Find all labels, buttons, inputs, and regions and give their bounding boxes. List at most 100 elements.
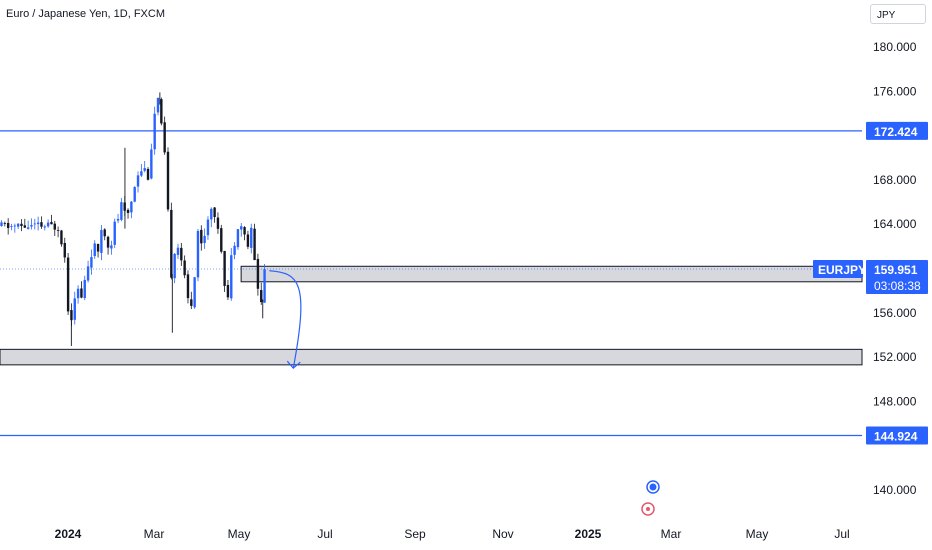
- candle-body: [3, 223, 7, 224]
- symbol-badge: [813, 260, 863, 279]
- candle-body: [90, 257, 93, 268]
- price-tick-label: 156.000: [873, 306, 917, 320]
- candle-body: [226, 284, 230, 298]
- candle-body: [0, 222, 3, 226]
- candle-body: [153, 113, 156, 150]
- candle-body: [240, 226, 243, 230]
- candle-body: [106, 236, 110, 248]
- candle-body: [193, 277, 196, 308]
- price-tick-label: 148.000: [873, 394, 917, 408]
- price-axis[interactable]: 180.000 176.000 168.000 164.000 156.000 152.0…: [873, 40, 917, 497]
- candle-body: [223, 250, 226, 286]
- time-tick-label: Sep: [404, 527, 426, 541]
- price-tick-label: 180.000: [873, 40, 917, 54]
- candle-body: [30, 225, 33, 227]
- event-marker-inner-icon: [649, 483, 657, 491]
- time-tick-label: 2024: [55, 527, 82, 541]
- candle-body: [23, 225, 27, 228]
- candle-body: [260, 290, 263, 303]
- time-axis[interactable]: 2024 Mar May Jul Sep Nov 2025 Mar May Jul: [55, 527, 850, 541]
- candle-body: [6, 222, 10, 229]
- candle-body: [26, 227, 30, 229]
- candle-body: [96, 244, 100, 252]
- candle-body: [56, 230, 60, 231]
- candle-body: [246, 234, 250, 247]
- currency-selector[interactable]: JPY: [870, 4, 926, 24]
- time-tick-label: Mar: [144, 527, 165, 541]
- event-marker-inner-icon: [646, 507, 650, 511]
- candle-body: [63, 242, 66, 258]
- chart-title: Euro / Japanese Yen, 1D, FXCM: [6, 8, 165, 20]
- symbol-label: EURJPY: [818, 263, 866, 277]
- candle-body: [126, 209, 130, 213]
- candle-body: [103, 229, 106, 237]
- level-price-label: 172.424: [874, 125, 918, 139]
- price-tick-label: 140.000: [873, 483, 917, 497]
- candle-body: [213, 207, 216, 218]
- candle-body: [133, 187, 136, 202]
- candle-body: [236, 229, 240, 248]
- time-tick-label: May: [228, 527, 251, 541]
- level-price-label: 144.924: [874, 429, 918, 443]
- candle-body: [143, 168, 146, 171]
- candle-body: [86, 266, 90, 281]
- candle-body: [100, 230, 103, 253]
- candle-body: [116, 218, 120, 221]
- candle-body: [243, 227, 246, 235]
- time-tick-label: 2025: [575, 527, 602, 541]
- level-price-badge-2: [866, 426, 928, 445]
- candle-body: [43, 226, 46, 228]
- candle-body: [176, 247, 180, 255]
- candle-body: [16, 223, 20, 227]
- candle-body: [10, 226, 13, 228]
- candle-body: [136, 175, 140, 187]
- candle-body: [46, 222, 50, 227]
- candle-body: [76, 288, 80, 299]
- candle-body: [93, 243, 96, 257]
- candle-body: [140, 171, 143, 176]
- chart-event-markers[interactable]: [641, 480, 660, 516]
- time-tick-label: Jul: [834, 527, 849, 541]
- price-tick-label: 176.000: [873, 84, 917, 98]
- levels-layer[interactable]: [0, 130, 862, 437]
- candle-body: [250, 227, 253, 248]
- candles-layer: [0, 92, 266, 347]
- candle-body: [183, 260, 186, 276]
- candle-body: [166, 151, 170, 210]
- candle-body: [73, 298, 76, 320]
- candle-body: [160, 99, 163, 124]
- time-tick-label: Jul: [317, 527, 332, 541]
- current-price-badge: [866, 260, 928, 295]
- candle-body: [263, 269, 266, 303]
- candle-body: [66, 257, 70, 312]
- candle-body: [146, 168, 150, 180]
- time-tick-label: Mar: [661, 527, 682, 541]
- candle-body: [40, 222, 43, 227]
- bar-countdown-label: 03:08:38: [874, 279, 921, 293]
- candle-body: [180, 247, 183, 261]
- candle-body: [60, 230, 63, 245]
- candle-body: [203, 235, 206, 244]
- candle-body: [216, 217, 220, 229]
- candle-body: [53, 223, 56, 230]
- candle-body: [206, 219, 210, 236]
- candle-body: [196, 230, 200, 278]
- candle-body: [190, 299, 193, 306]
- candle-body: [50, 222, 53, 225]
- price-badges: 172.424 144.924 EURJPY 159.951 03:08:38: [813, 121, 928, 445]
- price-tick-label: 168.000: [873, 173, 917, 187]
- support-zone-2[interactable]: [0, 348, 863, 366]
- projection-arrow-head: [286, 360, 301, 370]
- candle-body: [83, 279, 86, 298]
- candle-body: [233, 245, 236, 255]
- level-price-badge-1: [866, 121, 928, 140]
- candle-body: [150, 149, 153, 179]
- candle-body: [110, 245, 113, 249]
- zones-layer: [0, 265, 863, 366]
- candle-body: [256, 258, 260, 289]
- time-tick-label: May: [746, 527, 769, 541]
- projection-arrow[interactable]: [269, 270, 302, 369]
- candle-body: [200, 229, 203, 244]
- candle-body: [220, 228, 223, 252]
